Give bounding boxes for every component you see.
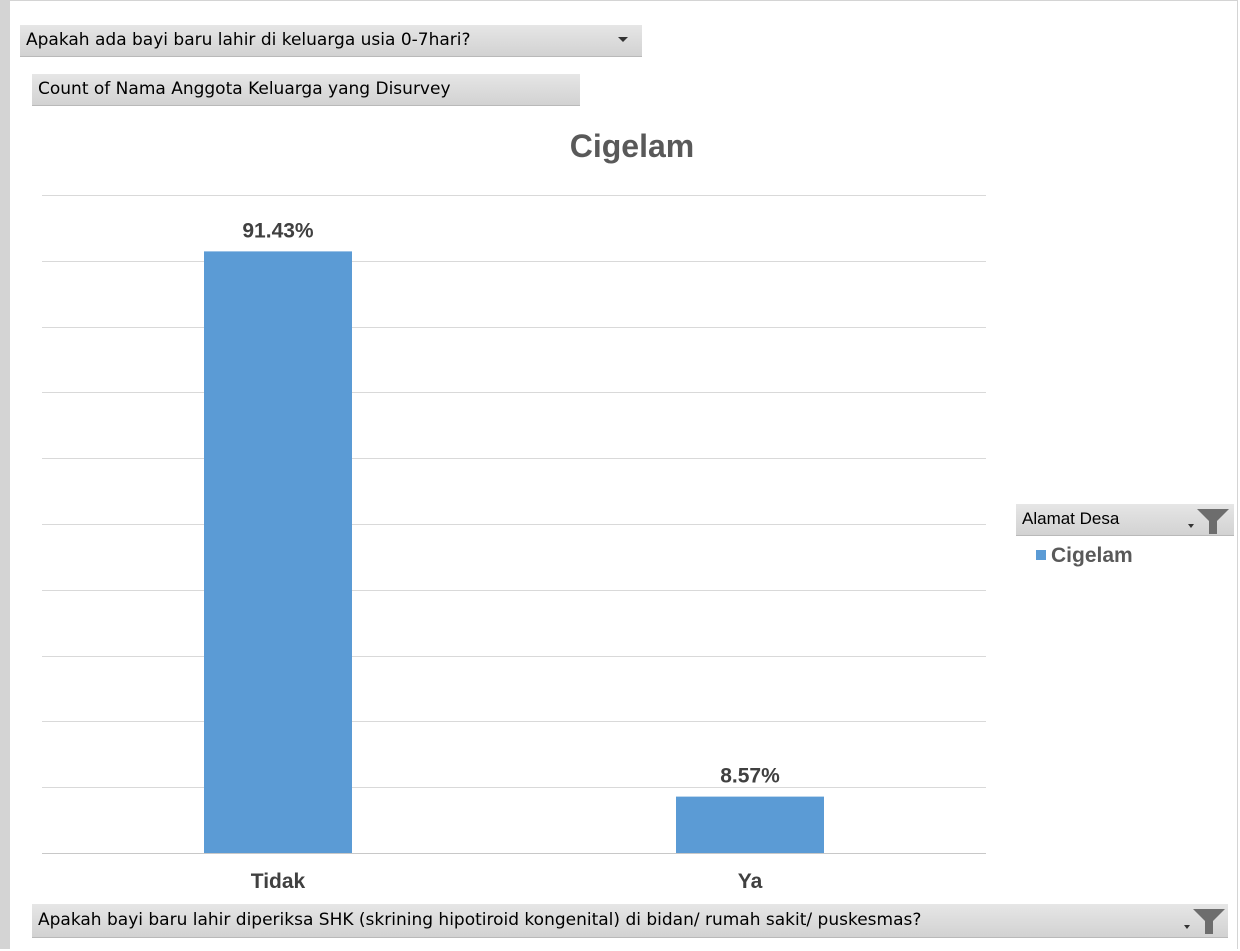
axis-field-button[interactable]: Apakah bayi baru lahir diperiksa SHK (sk… <box>32 904 1228 938</box>
bar <box>676 796 824 853</box>
legend-series-name: Cigelam <box>1051 544 1133 567</box>
legend-field-label: Alamat Desa <box>1022 509 1120 528</box>
chevron-down-icon[interactable] <box>1184 925 1190 929</box>
bar <box>204 251 352 853</box>
data-label: 91.43% <box>242 219 314 242</box>
filter-funnel-icon[interactable] <box>1196 507 1230 535</box>
data-label: 8.57% <box>720 765 780 788</box>
filter-funnel-icon[interactable] <box>1192 907 1226 935</box>
chevron-down-icon[interactable] <box>1188 524 1194 528</box>
chart-title: Cigelam <box>570 128 694 164</box>
value-field-button[interactable]: Count of Nama Anggota Keluarga yang Disu… <box>32 74 580 106</box>
report-filter-button[interactable]: Apakah ada bayi baru lahir di keluarga u… <box>20 25 642 57</box>
report-filter-label: Apakah ada bayi baru lahir di keluarga u… <box>26 30 471 50</box>
legend-field-button[interactable]: Alamat Desa <box>1016 504 1234 536</box>
x-tick-label: Ya <box>738 870 763 893</box>
legend-color-key <box>1036 550 1046 560</box>
chevron-down-icon[interactable] <box>618 37 628 42</box>
axis-field-label: Apakah bayi baru lahir diperiksa SHK (sk… <box>38 910 922 930</box>
x-tick-label: Tidak <box>251 870 306 893</box>
value-field-label: Count of Nama Anggota Keluarga yang Disu… <box>38 79 451 99</box>
legend-entry: Cigelam <box>1036 544 1133 570</box>
